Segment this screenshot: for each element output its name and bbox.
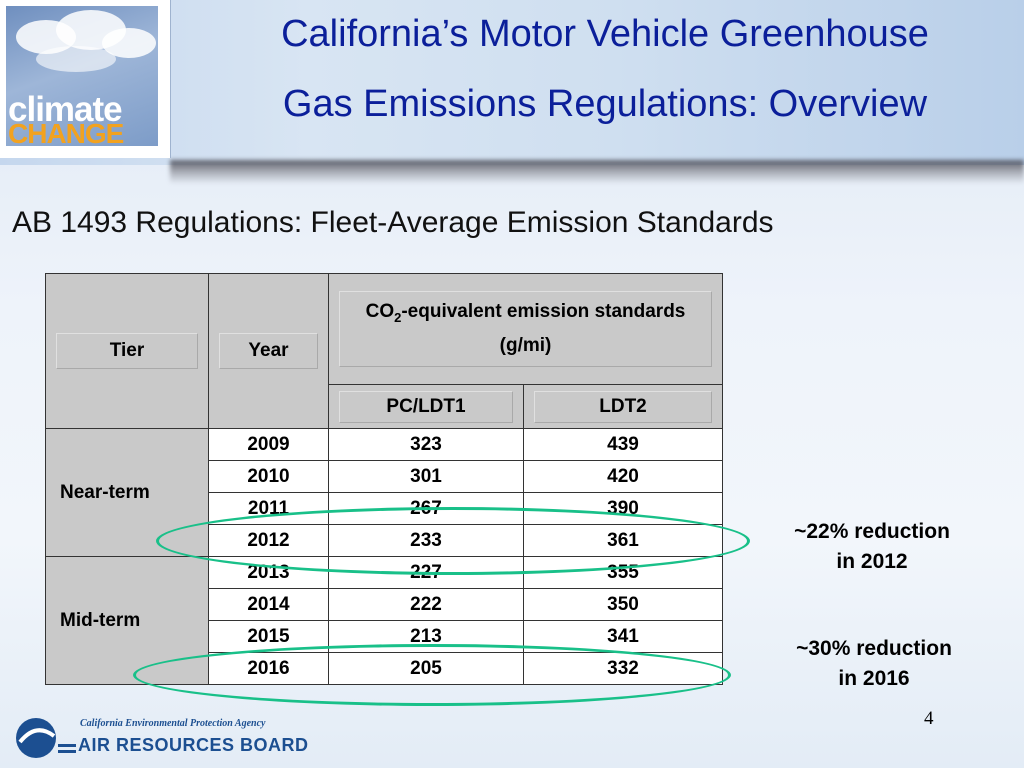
climate-change-logo: climate CHANGE (0, 0, 171, 158)
highlight-ellipse-2016 (133, 644, 731, 706)
reduction-note-2012: ~22% reduction in 2012 (794, 520, 950, 573)
header-pc-ldt1: PC/LDT1 (328, 384, 524, 429)
year-cell: 2009 (208, 428, 329, 461)
table-row: Near-term 2009 323 439 (45, 428, 723, 557)
page-number: 4 (924, 708, 934, 729)
ldt2-value: 420 (523, 460, 723, 493)
page-title: California’s Motor Vehicle Greenhouse Ga… (200, 10, 1010, 128)
highlight-ellipse-2012 (156, 507, 750, 575)
pc-value: 222 (328, 588, 524, 621)
header-tier: Tier (45, 273, 209, 429)
tier-near-term: Near-term (45, 428, 209, 557)
pc-value: 301 (328, 460, 524, 493)
logo-word-climate: climate (8, 90, 123, 129)
footer-board: AIR RESOURCES BOARD (78, 735, 309, 755)
table-row: 2010 301 420 (46, 460, 723, 493)
title-line-2: Gas Emissions Regulations: Overview (282, 83, 928, 125)
emission-standards-table: Tier Year CO2-equivalent emission standa… (45, 273, 723, 685)
logo-word-change: CHANGE (8, 118, 124, 147)
footer-agency: California Environmental Protection Agen… (80, 718, 266, 729)
reduction-note-2016: ~30% reduction in 2016 (796, 637, 952, 690)
table-row: 2014 222 350 (46, 588, 723, 621)
logo-sky: climate CHANGE (6, 6, 158, 146)
slide-subtitle: AB 1493 Regulations: Fleet-Average Emiss… (12, 206, 774, 239)
year-cell: 2010 (208, 460, 329, 493)
arb-logo-icon (16, 718, 76, 758)
pc-value: 323 (328, 428, 524, 461)
title-line-1: California’s Motor Vehicle Greenhouse (281, 13, 929, 55)
header-ldt2: LDT2 (523, 384, 723, 429)
year-cell: 2014 (208, 588, 329, 621)
logo-cloud (36, 46, 116, 72)
ldt2-value: 439 (523, 428, 723, 461)
ldt2-value: 350 (523, 588, 723, 621)
header-year: Year (208, 273, 329, 429)
header-co2-standards: CO2-equivalent emission standards (g/mi) (328, 273, 723, 385)
header-shadow (170, 160, 1024, 184)
